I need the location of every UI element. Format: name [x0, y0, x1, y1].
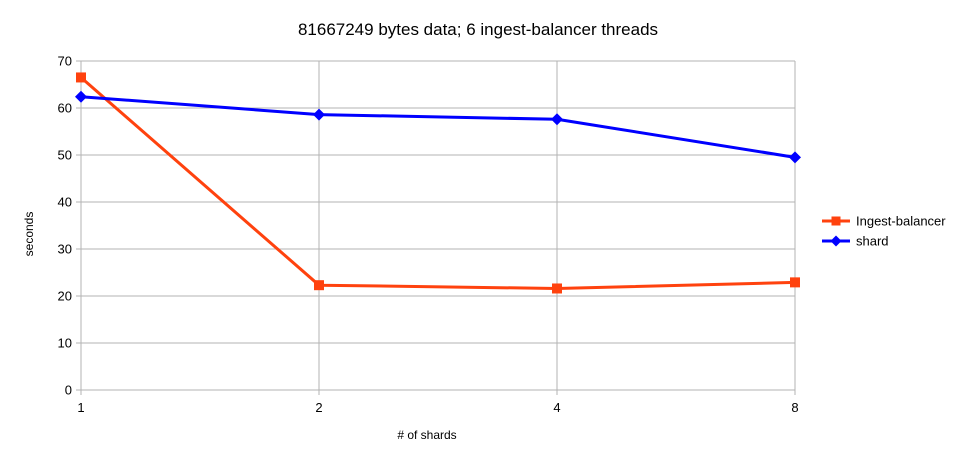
legend: Ingest-balancer shard	[822, 214, 946, 249]
legend-label: Ingest-balancer	[856, 214, 946, 229]
legend-item-shard: shard	[822, 234, 889, 249]
data-point-ingest-balancer	[552, 283, 562, 294]
chart-title: 81667249 bytes data; 6 ingest-balancer t…	[298, 20, 658, 39]
x-tick-label: 1	[77, 400, 84, 415]
series-line-ingest-balancer	[80, 76, 796, 290]
x-tick-label: 2	[315, 400, 322, 415]
gridlines	[80, 60, 796, 391]
legend-item-ingest-balancer: Ingest-balancer	[822, 214, 946, 229]
y-tick-label: 0	[65, 383, 72, 398]
data-point-ingest-balancer	[76, 72, 86, 83]
legend-swatch-marker	[831, 216, 841, 226]
series-line-shard	[80, 95, 796, 159]
y-tick-label: 70	[58, 54, 72, 69]
data-point-shard	[75, 90, 87, 103]
y-axis-label: seconds	[22, 212, 36, 257]
y-tick-label: 20	[58, 289, 72, 304]
x-axis-label: # of shards	[397, 428, 456, 442]
x-tick-label: 8	[791, 400, 798, 415]
legend-label: shard	[856, 234, 889, 249]
y-tick-label: 30	[58, 242, 72, 257]
y-tick-label: 50	[58, 148, 72, 163]
data-point-ingest-balancer	[314, 280, 324, 291]
data-point-ingest-balancer	[790, 277, 800, 288]
series-ingest-balancer	[76, 72, 800, 294]
series-lines	[75, 72, 801, 294]
legend-swatch-marker	[830, 235, 842, 247]
axes: 0 10 20 30 40 50 60 70 1 2 4 8	[58, 54, 799, 416]
x-tick-label: 4	[553, 400, 560, 415]
data-point-shard	[789, 151, 801, 164]
y-tick-label: 60	[58, 101, 72, 116]
y-tick-label: 10	[58, 336, 72, 351]
y-tick-label: 40	[58, 195, 72, 210]
data-point-shard	[551, 113, 563, 126]
data-point-shard	[313, 108, 325, 121]
series-shard	[75, 90, 801, 164]
